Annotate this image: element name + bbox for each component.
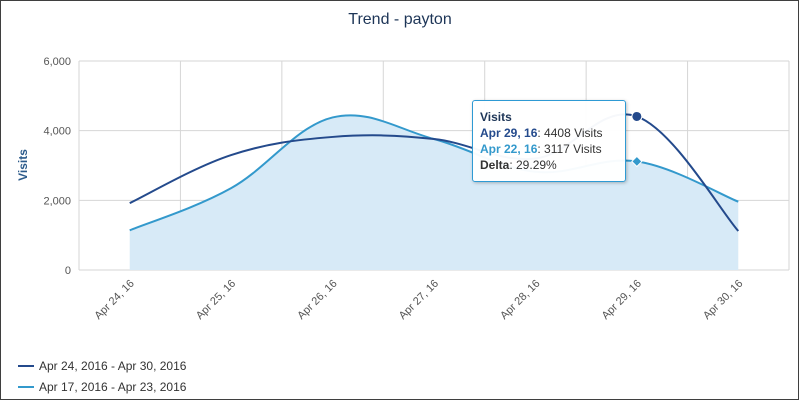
y-tick-label: 2,000 [43, 195, 71, 207]
series-area-layer [129, 115, 739, 270]
x-tick-label: Apr 25, 16 [194, 278, 238, 322]
tooltip-row-current-value: : 4408 Visits [537, 126, 603, 140]
y-tick-labels: 0 2,000 4,000 6,000 [43, 56, 71, 277]
y-axis-label: Visits [16, 149, 30, 181]
legend-item-current[interactable]: Apr 24, 2016 - Apr 30, 2016 [18, 355, 186, 376]
tooltip-row-previous-label: Apr 22, 16 [480, 142, 538, 156]
legend-swatch-current [18, 364, 34, 367]
y-tick-label: 0 [65, 265, 71, 277]
tooltip-row-delta-value: : 29.29% [509, 158, 557, 172]
legend-label-previous: Apr 17, 2016 - Apr 23, 2016 [39, 379, 187, 394]
legend: Apr 24, 2016 - Apr 30, 2016 Apr 17, 2016… [18, 355, 186, 397]
tooltip-row-current: Apr 29, 16: 4408 Visits [480, 125, 625, 141]
tooltip-row-previous: Apr 22, 16: 3117 Visits [480, 141, 625, 157]
chart-title: Trend - payton [348, 11, 451, 28]
x-tick-labels: Apr 24, 16 Apr 25, 16 Apr 26, 16 Apr 27, 16… [92, 278, 745, 322]
x-tick-label: Apr 29, 16 [600, 278, 644, 322]
legend-label-current: Apr 24, 2016 - Apr 30, 2016 [39, 358, 187, 373]
tooltip-row-delta: Delta: 29.29% [480, 157, 625, 173]
tooltip-row-current-label: Apr 29, 16 [480, 126, 538, 140]
tooltip: Visits Apr 29, 16: 4408 Visits Apr 22, 1… [472, 100, 626, 182]
x-tick-label: Apr 30, 16 [701, 278, 745, 322]
y-tick-label: 4,000 [43, 126, 71, 138]
x-tick-label: Apr 24, 16 [92, 278, 136, 322]
legend-swatch-previous [18, 385, 34, 388]
tooltip-row-delta-label: Delta [480, 158, 510, 172]
x-tick-label: Apr 26, 16 [295, 278, 339, 322]
tooltip-title: Visits [480, 110, 512, 124]
y-tick-label: 6,000 [43, 56, 71, 68]
highlight-markers [631, 110, 643, 168]
legend-item-previous[interactable]: Apr 17, 2016 - Apr 23, 2016 [18, 376, 186, 397]
series-area-1 [129, 115, 739, 270]
x-tick-label: Apr 28, 16 [498, 278, 542, 322]
tooltip-row-previous-value: : 3117 Visits [537, 142, 602, 156]
highlight-point-current [631, 110, 643, 122]
highlight-point-previous [631, 155, 643, 168]
x-tick-label: Apr 27, 16 [397, 278, 441, 322]
